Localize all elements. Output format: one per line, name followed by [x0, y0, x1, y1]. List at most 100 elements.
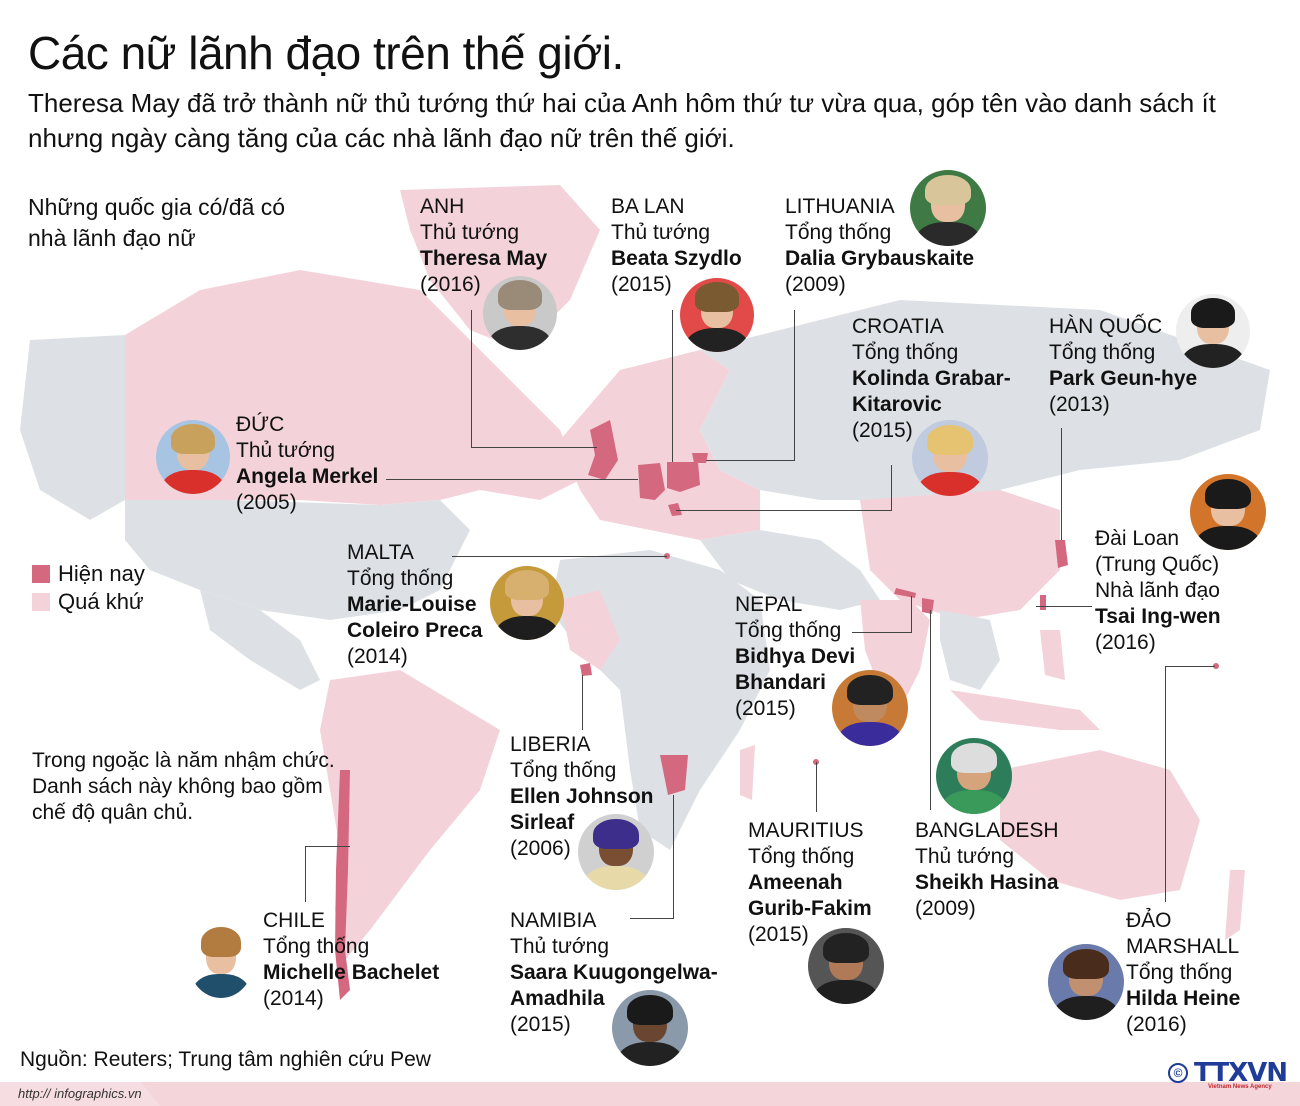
photo-sheikh-hasina: [936, 738, 1012, 814]
country: ĐẢO: [1126, 909, 1172, 932]
leader-line-chile: [305, 846, 306, 902]
leader-name: Marie-Louise: [347, 593, 477, 616]
photo-ellen-johnson-sirleaf: [578, 814, 654, 890]
leader-card-uk: ANH Thủ tướng Theresa May (2016): [420, 194, 547, 298]
leader-line-bangladesh: [930, 610, 931, 810]
photo-kolinda-grabar-kitarovic: [912, 420, 988, 496]
legend-item-current: Hiện nay: [32, 560, 145, 588]
role: Thủ tướng: [915, 845, 1015, 868]
year: (2005): [236, 491, 297, 514]
world-map-shapes: [20, 185, 1270, 1000]
leader-card-chile: CHILE Tổng thống Michelle Bachelet (2014…: [263, 908, 439, 1012]
leader-card-marshall-islands: ĐẢO MARSHALL Tổng thống Hilda Heine (201…: [1126, 908, 1240, 1038]
leader-line-korea: [1061, 428, 1062, 540]
leader-name: Hilda Heine: [1126, 987, 1241, 1010]
photo-theresa-may: [483, 276, 557, 350]
leader-line-marshall: [1165, 666, 1215, 667]
leader-line-uk: [471, 310, 472, 447]
leader-name: Sirleaf: [510, 811, 575, 834]
country: MAURITIUS: [748, 819, 864, 842]
leader-card-lithuania: LITHUANIA Tổng thống Dalia Grybauskaite …: [785, 194, 974, 298]
role: Thủ tướng: [510, 935, 610, 958]
country: LIBERIA: [510, 733, 591, 756]
leader-card-namibia: NAMIBIA Thủ tướng Saara Kuugongelwa- Ama…: [510, 908, 718, 1038]
leader-name: Amadhila: [510, 987, 605, 1010]
leader-line-lithuania: [794, 310, 795, 460]
footnote: Trong ngoặc là năm nhậm chức. Danh sách …: [32, 748, 335, 826]
country: ĐỨC: [236, 413, 285, 436]
year: (2009): [915, 897, 976, 920]
leader-card-malta: MALTA Tổng thống Marie-Louise Coleiro Pr…: [347, 540, 482, 670]
leader-name: Ameenah: [748, 871, 843, 894]
leader-line-taiwan: [1036, 606, 1092, 607]
photo-tsai-ing-wen: [1190, 474, 1266, 550]
leader-card-germany: ĐỨC Thủ tướng Angela Merkel (2005): [236, 412, 378, 516]
leader-name: Kolinda Grabar-: [852, 367, 1011, 390]
legend-label: Hiện nay: [58, 561, 145, 586]
country: MALTA: [347, 541, 414, 564]
ttxvn-logo: © TTXVN Vietnam News Agency: [1168, 1058, 1288, 1090]
leader-card-mauritius: MAURITIUS Tổng thống Ameenah Gurib-Fakim…: [748, 818, 872, 948]
photo-michelle-bachelet: [188, 922, 254, 998]
leader-card-korea: HÀN QUỐC Tổng thống Park Geun-hye (2013): [1049, 314, 1197, 418]
country: BA LAN: [611, 195, 685, 218]
year: (2015): [748, 923, 809, 946]
leader-name: Kitarovic: [852, 393, 942, 416]
page-title: Các nữ lãnh đạo trên thế giới.: [28, 27, 624, 79]
leader-line-chile: [305, 846, 350, 847]
role: Thủ tướng: [236, 439, 336, 462]
leader-card-taiwan: Đài Loan (Trung Quốc) Nhà lãnh đạo Tsai …: [1095, 526, 1221, 656]
leader-name: Michelle Bachelet: [263, 961, 440, 984]
legend: Hiện nay Quá khứ: [32, 560, 145, 616]
footer-url[interactable]: http:// infographics.vn: [0, 1082, 160, 1106]
role: Tổng thống: [263, 935, 370, 958]
country: CHILE: [263, 909, 325, 932]
leader-line-croatia: [891, 465, 892, 510]
country: NEPAL: [735, 593, 803, 616]
year: (2015): [735, 697, 796, 720]
photo-ameenah-gurib-fakim: [808, 928, 884, 1004]
leader-line-nepal: [911, 596, 912, 633]
country: CROATIA: [852, 315, 944, 338]
country: Đài Loan: [1095, 527, 1180, 550]
role: Thủ tướng: [420, 221, 520, 244]
leader-name: Gurib-Fakim: [748, 897, 872, 920]
leader-name: Beata Szydlo: [611, 247, 742, 270]
logo-text: TTXVN: [1194, 1058, 1288, 1088]
role: Tổng thống: [785, 221, 892, 244]
intro-line-1: Những quốc gia có/đã có: [28, 194, 286, 220]
year: (2016): [1126, 1013, 1187, 1036]
photo-bidhya-devi-bhandari: [832, 670, 908, 746]
map-intro: Những quốc gia có/đã có nhà lãnh đạo nữ: [28, 192, 285, 254]
page-subtitle: Theresa May đã trở thành nữ thủ tướng th…: [28, 88, 1216, 153]
legend-item-past: Quá khứ: [32, 588, 145, 616]
role: Tổng thống: [347, 567, 454, 590]
leader-name: Bidhya Devi: [735, 645, 856, 668]
leader-line-liberia: [582, 675, 583, 730]
intro-line-2: nhà lãnh đạo nữ: [28, 225, 196, 251]
leader-name: Angela Merkel: [236, 465, 379, 488]
leader-name: Saara Kuugongelwa-: [510, 961, 718, 984]
leader-name: Sheikh Hasina: [915, 871, 1059, 894]
year: (2015): [611, 273, 672, 296]
country: LITHUANIA: [785, 195, 895, 218]
leader-card-croatia: CROATIA Tổng thống Kolinda Grabar- Kitar…: [852, 314, 1011, 444]
source-credit: Nguồn: Reuters; Trung tâm nghiên cứu Pew: [20, 1048, 431, 1071]
leader-card-liberia: LIBERIA Tổng thống Ellen Johnson Sirleaf…: [510, 732, 654, 862]
country: ANH: [420, 195, 465, 218]
leader-card-bangladesh: BANGLADESH Thủ tướng Sheikh Hasina (2009…: [915, 818, 1059, 922]
leader-name: Dalia Grybauskaite: [785, 247, 975, 270]
copyright-icon: ©: [1168, 1063, 1188, 1083]
country: NAMIBIA: [510, 909, 597, 932]
photo-angela-merkel: [156, 420, 230, 494]
role: Nhà lãnh đạo: [1095, 579, 1220, 602]
leader-line-namibia: [630, 918, 674, 919]
leader-line-mauritius: [816, 762, 817, 812]
legend-label: Quá khứ: [58, 589, 144, 614]
country: HÀN QUỐC: [1049, 315, 1163, 338]
leader-line-poland: [672, 310, 673, 462]
year: (2015): [510, 1013, 571, 1036]
role: Tổng thống: [1049, 341, 1156, 364]
role: Tổng thống: [510, 759, 617, 782]
note-line: Trong ngoặc là năm nhậm chức.: [32, 749, 335, 772]
